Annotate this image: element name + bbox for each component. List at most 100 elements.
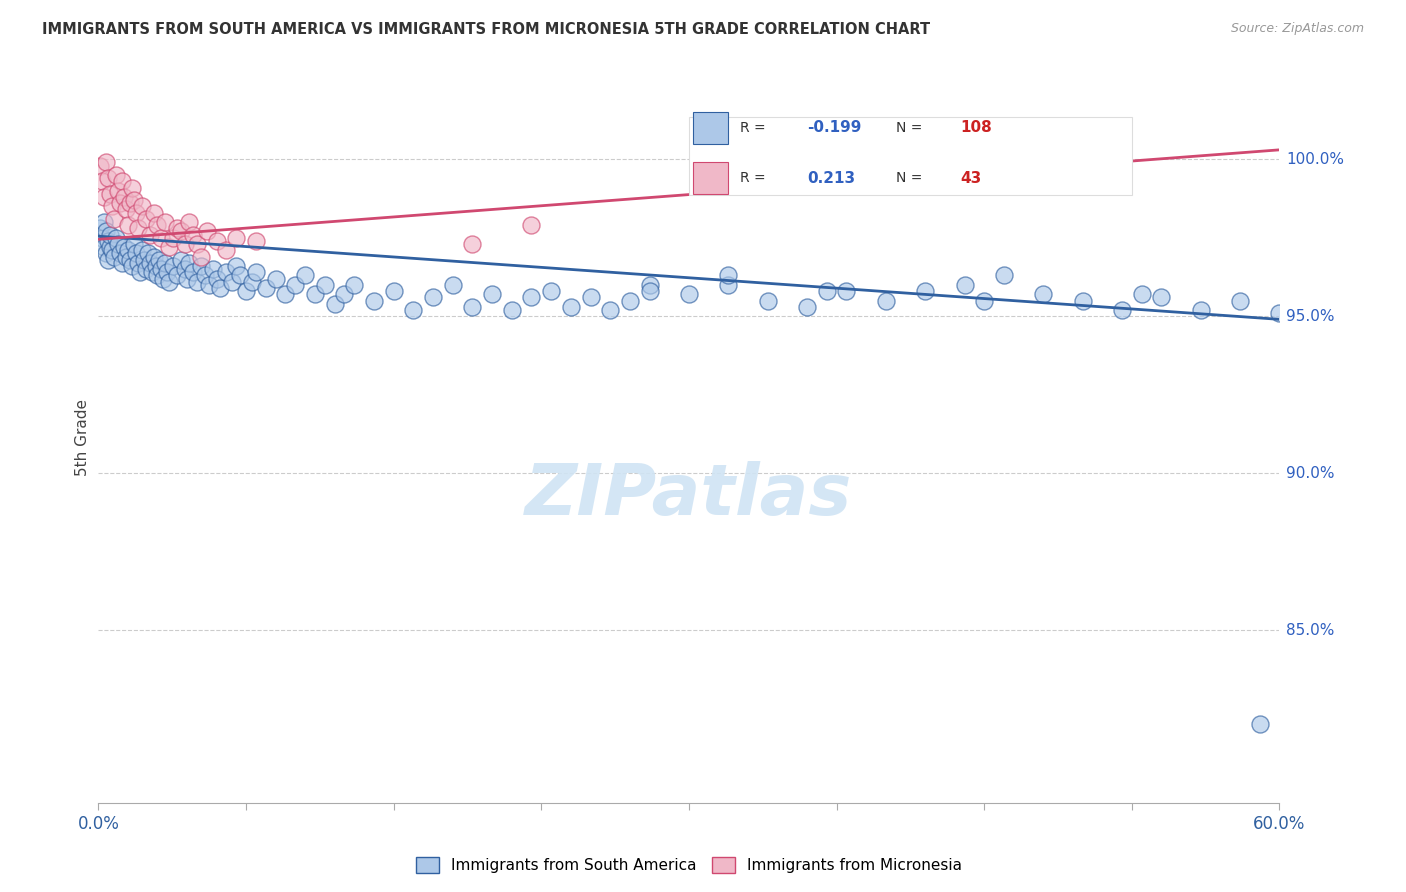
Point [122,237,145,252]
Point [111,256,134,270]
Point [993,268,1015,283]
Point [108,196,131,211]
Text: 85.0%: 85.0% [1286,623,1334,638]
Point [717,277,740,292]
Point [96,155,118,169]
Point [117,218,139,232]
Point [875,293,897,308]
Point [91,231,114,245]
Point [254,281,277,295]
Point [274,287,297,301]
Point [170,224,193,238]
Point [101,199,124,213]
Point [441,277,464,292]
Point [105,231,128,245]
Point [461,237,484,252]
Point [135,262,157,277]
Point [638,277,661,292]
Point [190,250,212,264]
Point [131,244,153,258]
Point [195,224,218,238]
Point [333,287,356,301]
Point [111,174,134,188]
Point [121,180,143,194]
Point [540,284,562,298]
Point [619,293,641,308]
Point [181,265,204,279]
Point [245,234,267,248]
Text: 95.0%: 95.0% [1286,309,1334,324]
Point [717,268,740,283]
Point [363,293,385,308]
Point [98,227,121,242]
Point [235,284,257,298]
Point [481,287,503,301]
Point [107,237,129,252]
Point [138,256,160,270]
Point [174,237,197,252]
Point [461,300,484,314]
Y-axis label: 5th Grade: 5th Grade [75,399,90,475]
Point [205,271,228,285]
Point [162,231,184,245]
Point [98,186,121,201]
Point [150,231,173,245]
Point [422,290,444,304]
Point [560,300,582,314]
Text: 100.0%: 100.0% [1286,152,1344,167]
Point [107,184,129,198]
Point [146,268,169,283]
Point [118,252,141,267]
Text: IMMIGRANTS FROM SOUTH AMERICA VS IMMIGRANTS FROM MICRONESIA 5TH GRADE CORRELATIO: IMMIGRANTS FROM SOUTH AMERICA VS IMMIGRA… [42,22,931,37]
Point [146,218,169,232]
Point [264,271,287,285]
Point [314,277,336,292]
Point [190,259,212,273]
Point [91,174,114,188]
Point [215,265,238,279]
Point [402,302,425,317]
Point [1032,287,1054,301]
Point [152,271,174,285]
Point [117,244,139,258]
Point [520,218,543,232]
Point [156,265,179,279]
Point [93,190,115,204]
Point [125,205,148,219]
Point [166,221,188,235]
Point [112,240,135,254]
Polygon shape [693,162,728,194]
Point [579,290,602,304]
Point [284,277,307,292]
Point [177,256,200,270]
Point [142,205,165,219]
Point [229,268,252,283]
Point [115,202,138,217]
Point [155,215,177,229]
Text: 90.0%: 90.0% [1286,466,1334,481]
Point [174,262,197,277]
Text: 0.213: 0.213 [807,170,855,186]
Point [205,234,228,248]
Text: 108: 108 [960,120,993,136]
Text: N =: N = [896,121,922,135]
Point [1268,306,1291,320]
Point [1189,302,1212,317]
Text: -0.199: -0.199 [807,120,862,136]
Point [155,256,177,270]
Point [105,168,128,182]
Text: ZIPatlas: ZIPatlas [526,461,852,530]
Point [162,259,184,273]
Point [638,284,661,298]
Point [115,250,138,264]
Point [177,215,200,229]
Point [157,275,180,289]
Point [166,268,188,283]
Point [97,171,120,186]
Point [796,300,818,314]
Point [245,265,267,279]
Point [136,246,159,260]
Text: R =: R = [740,121,766,135]
Point [304,287,326,301]
Point [97,252,120,267]
